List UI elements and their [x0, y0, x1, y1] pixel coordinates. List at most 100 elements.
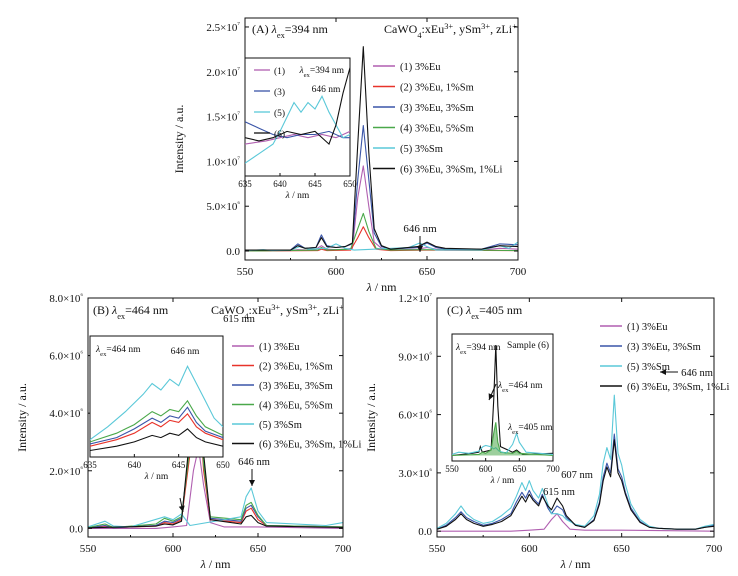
inset-lines — [90, 365, 223, 452]
text-run: 5.0×10 — [206, 201, 237, 213]
text-run: ex — [502, 387, 509, 394]
x-tick-label: 700 — [706, 543, 723, 555]
x-tick-label: 600 — [328, 266, 345, 278]
inset-frame — [89, 335, 224, 458]
text-run: 4 — [244, 312, 249, 321]
inset-annotation: 646 nm — [312, 85, 341, 95]
inset-title: Sample (6) — [507, 340, 549, 351]
inset-legend-entry: (6) — [274, 129, 285, 140]
inset-series-line-4 — [90, 365, 223, 441]
inset-label-394: λex=394 nm — [455, 343, 501, 356]
text-run: ⁶ — [80, 463, 83, 472]
y-tick-label: 9.0×10⁶ — [398, 349, 432, 364]
text-run: ⁶ — [237, 199, 240, 208]
text-run: ex — [100, 351, 107, 358]
inset-legend-entry: (3) — [274, 87, 285, 98]
text-run: 3+ — [444, 22, 453, 31]
text-run: 6.0×10 — [49, 351, 80, 363]
text-run: ex — [117, 312, 126, 321]
inset-label-405: λex=405 nm — [507, 423, 553, 436]
legend-entry: (6) 3%Eu, 3%Sm, 1%Li — [400, 165, 502, 176]
x-tick-label: 650 — [419, 266, 436, 278]
text-run: Eu — [258, 303, 271, 317]
x-tick-label: 700 — [335, 543, 352, 555]
inset-series-line-3 — [90, 399, 223, 443]
text-run: ex — [460, 349, 467, 356]
chart-panel-b: 550 600 650 7000.02.0×10⁶4.0×10⁶6.0×10⁶8.0×… — [15, 291, 361, 572]
y-tick-label: 8.0×10⁶ — [49, 291, 83, 306]
text-run: λ — [497, 381, 502, 391]
text-run: 1.5×10 — [206, 112, 237, 124]
x-tick-label: 550 — [80, 543, 97, 555]
text-run: ⁷ — [237, 19, 240, 28]
text-run: ex — [304, 72, 311, 79]
text-run: :x — [422, 22, 431, 36]
legend-entry: (3) 3%Eu, 3%Sm — [259, 381, 333, 392]
text-run: =394 nm — [310, 66, 345, 76]
text-run: ⁶ — [429, 407, 432, 416]
inset-label-464: λex=464 nm — [497, 381, 543, 394]
text-run: 4.0×10 — [49, 408, 80, 420]
annotation-arrowhead — [488, 393, 495, 400]
text-run: =464 nm — [106, 345, 141, 355]
text-run: CaWO — [384, 22, 418, 36]
annotation-arrowhead — [417, 246, 423, 252]
text-run: λ — [560, 557, 566, 571]
chart-panel-a: 550 600 650 7000.05.0×10⁶1.0×10⁷1.5×10⁷2.0×… — [172, 17, 527, 294]
text-run: 3.0×10 — [398, 468, 429, 480]
text-run: 3+ — [271, 303, 280, 312]
text-run: λ — [490, 476, 495, 486]
annotation-arrowhead — [178, 505, 185, 512]
text-run: / nm — [372, 280, 397, 294]
inset-x-tick-label: 550 — [445, 464, 459, 474]
legend-entry: (5) 3%Sm — [259, 420, 302, 431]
inset-x-tick-label: 600 — [479, 464, 493, 474]
legend-entry: (2) 3%Eu, 1%Sm — [400, 83, 474, 94]
text-run: ⁶ — [80, 348, 83, 357]
legend-entry: (2) 3%Eu, 1%Sm — [259, 362, 333, 373]
x-tick-label: 650 — [250, 543, 267, 555]
inset-x-axis-label: λ / nm — [285, 191, 310, 201]
series-line-2 — [436, 433, 715, 530]
text-run: 8.0×10 — [49, 293, 80, 305]
compound-formula: CaWO4:xEu3+, ySm3+, zLi+ — [384, 22, 517, 40]
y-tick-label: 0.0 — [418, 526, 432, 538]
inset-label: λex=464 nm — [95, 345, 141, 358]
y-tick-label: 4.0×10⁶ — [49, 406, 83, 421]
text-run: (B) — [93, 303, 109, 317]
text-run: ⁷ — [429, 291, 432, 300]
text-run: =394 nm — [466, 343, 501, 353]
inset-frame — [244, 57, 351, 177]
text-run: λ — [366, 280, 372, 294]
legend-entry: (1) 3%Eu — [400, 62, 441, 73]
legend-entry: (1) 3%Eu — [259, 342, 300, 353]
text-run: =405 nm — [518, 423, 553, 433]
y-axis-label: Intensity / a.u. — [172, 105, 186, 174]
inset-annotation: 646 nm — [171, 347, 200, 357]
text-run: λ — [285, 191, 290, 201]
text-run: 3+ — [308, 303, 317, 312]
legend-entry: (5) 3%Sm — [627, 362, 670, 373]
inset-x-axis-label: λ / nm — [490, 476, 515, 486]
x-tick-label: 600 — [521, 543, 538, 555]
annotation-646nm: 646 nm — [403, 223, 437, 235]
y-tick-label: 6.0×10⁶ — [49, 348, 83, 363]
text-run: ⁷ — [237, 64, 240, 73]
text-run: (A) — [252, 22, 269, 36]
text-run: λ — [144, 472, 149, 482]
text-run: , y — [280, 303, 292, 317]
y-tick-label: 2.5×10⁷ — [206, 19, 240, 34]
text-run: , z — [490, 22, 501, 36]
text-run: (C) — [447, 303, 463, 317]
inset-x-tick-label: 650 — [343, 179, 357, 189]
inset-series-line-5 — [90, 428, 223, 452]
x-tick-label: 650 — [613, 543, 630, 555]
y-tick-label: 3.0×10⁶ — [398, 465, 432, 480]
inset-x-tick-label: 645 — [308, 179, 322, 189]
inset-series-line-4 — [245, 67, 350, 146]
annotation-615nm: 615 nm — [223, 314, 255, 325]
text-run: ⁷ — [237, 154, 240, 163]
text-run: ⁷ — [237, 109, 240, 118]
